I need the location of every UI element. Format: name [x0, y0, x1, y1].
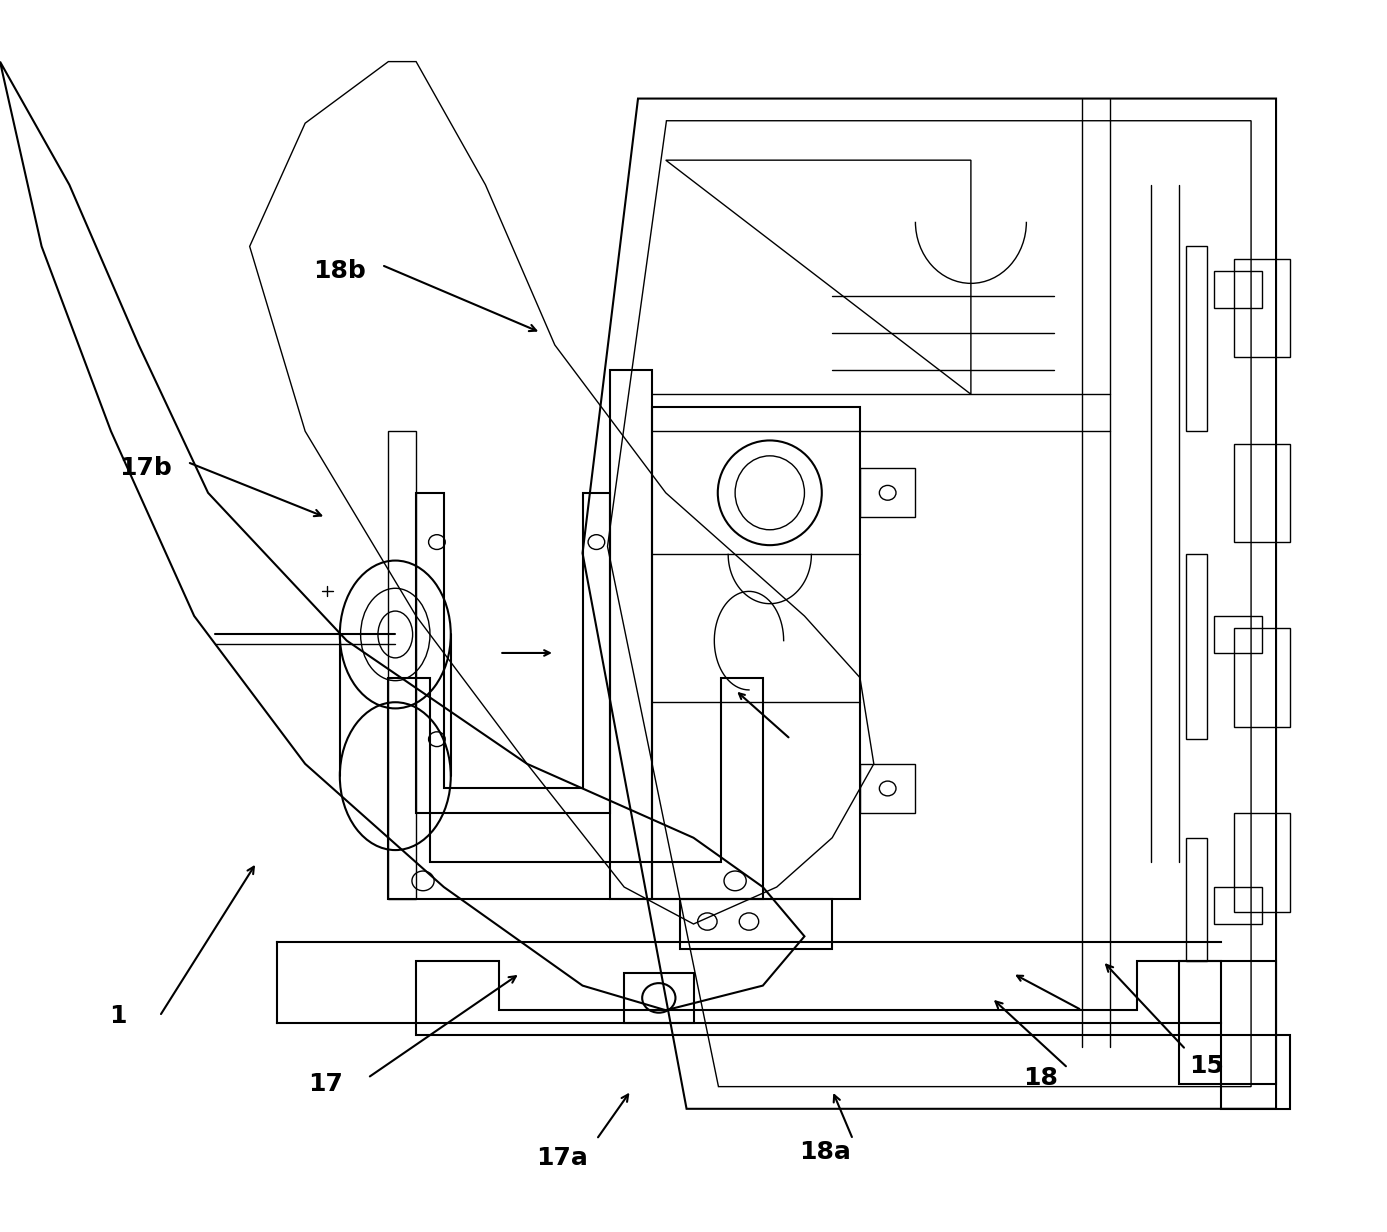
- Text: 18b: 18b: [313, 259, 366, 283]
- Text: 17b: 17b: [119, 456, 172, 480]
- Text: 1: 1: [110, 1004, 126, 1029]
- Text: 17a: 17a: [535, 1146, 588, 1170]
- Text: 18: 18: [1022, 1066, 1058, 1090]
- Text: 17: 17: [308, 1072, 344, 1096]
- Text: 18a: 18a: [799, 1140, 852, 1164]
- Text: 15: 15: [1189, 1053, 1225, 1078]
